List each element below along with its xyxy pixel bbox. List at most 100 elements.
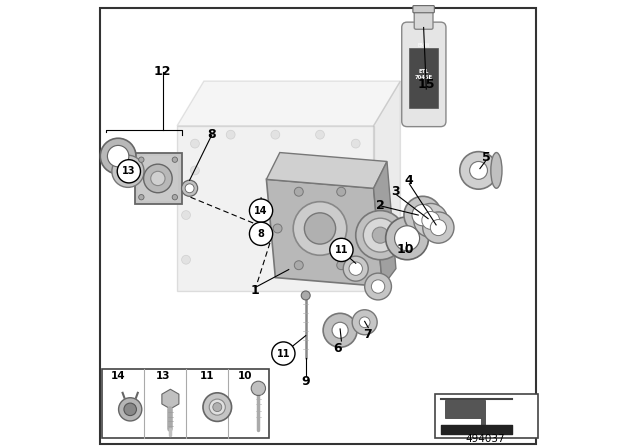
Text: 494037: 494037 [465,434,505,444]
Circle shape [349,262,362,276]
Circle shape [118,398,142,421]
Circle shape [271,130,280,139]
Polygon shape [445,401,508,429]
Circle shape [351,255,360,264]
Circle shape [250,199,273,222]
Circle shape [117,159,140,183]
Text: 11: 11 [200,371,214,381]
Circle shape [356,211,405,260]
Circle shape [470,161,488,179]
Text: 11: 11 [335,245,348,255]
Circle shape [305,213,335,244]
Circle shape [139,157,144,162]
Text: 2: 2 [376,199,385,212]
Circle shape [386,217,429,260]
Circle shape [139,194,144,200]
Circle shape [294,187,303,196]
Polygon shape [177,81,401,126]
Circle shape [323,313,357,347]
Circle shape [460,152,497,189]
Text: ETL
7045E: ETL 7045E [415,69,433,80]
FancyBboxPatch shape [102,369,269,439]
Text: 8: 8 [207,128,216,141]
Circle shape [404,196,442,234]
Circle shape [143,164,172,193]
Circle shape [395,226,420,251]
Text: BMW: BMW [417,43,430,48]
Circle shape [316,130,324,139]
Circle shape [250,222,273,246]
Circle shape [332,322,348,338]
Circle shape [365,273,392,300]
Text: 3: 3 [392,185,400,198]
Text: 9: 9 [301,375,310,388]
Circle shape [337,261,346,270]
Text: 7: 7 [363,328,372,341]
FancyBboxPatch shape [410,48,438,108]
Circle shape [124,403,136,416]
Polygon shape [266,152,387,188]
Polygon shape [374,161,396,287]
Circle shape [360,175,369,184]
Circle shape [360,220,369,228]
Polygon shape [266,179,383,287]
FancyBboxPatch shape [413,6,435,13]
FancyBboxPatch shape [100,8,536,444]
Circle shape [151,171,165,185]
Circle shape [293,202,347,255]
Text: 15: 15 [417,78,435,91]
Circle shape [185,184,194,193]
Circle shape [203,393,232,422]
Circle shape [301,291,310,300]
Circle shape [172,194,177,200]
Circle shape [182,180,198,196]
Circle shape [108,146,129,167]
Circle shape [226,130,235,139]
Text: 1: 1 [251,284,260,297]
Polygon shape [177,126,374,291]
Circle shape [209,399,225,415]
Circle shape [120,163,136,179]
Text: 13: 13 [156,371,170,381]
Circle shape [182,211,191,220]
Circle shape [337,187,346,196]
Circle shape [422,211,440,229]
Text: 10: 10 [396,243,413,256]
Circle shape [364,218,397,252]
Ellipse shape [491,152,502,188]
Text: 8: 8 [258,229,264,239]
Circle shape [191,166,200,175]
FancyBboxPatch shape [402,22,446,127]
Circle shape [330,238,353,262]
Polygon shape [374,81,401,291]
Text: 14: 14 [254,206,268,215]
Circle shape [352,310,377,335]
Circle shape [100,138,136,174]
Circle shape [423,212,454,243]
Circle shape [172,157,177,162]
Circle shape [412,204,433,226]
Circle shape [191,139,200,148]
Circle shape [359,317,370,327]
Circle shape [252,381,266,396]
Text: 6: 6 [333,342,342,355]
Text: 11: 11 [276,349,290,358]
Text: 4: 4 [404,174,413,187]
Circle shape [272,342,295,365]
Circle shape [294,261,303,270]
Circle shape [414,203,448,237]
Circle shape [372,227,388,243]
Text: 5: 5 [482,151,490,164]
FancyBboxPatch shape [138,155,179,201]
Circle shape [351,139,360,148]
Circle shape [430,220,446,236]
FancyBboxPatch shape [435,394,538,439]
FancyBboxPatch shape [414,9,433,29]
Circle shape [112,155,144,187]
Circle shape [371,280,385,293]
Circle shape [358,224,367,233]
Text: 14: 14 [111,371,125,381]
Text: 10: 10 [237,371,252,381]
Circle shape [182,255,191,264]
Circle shape [273,224,282,233]
